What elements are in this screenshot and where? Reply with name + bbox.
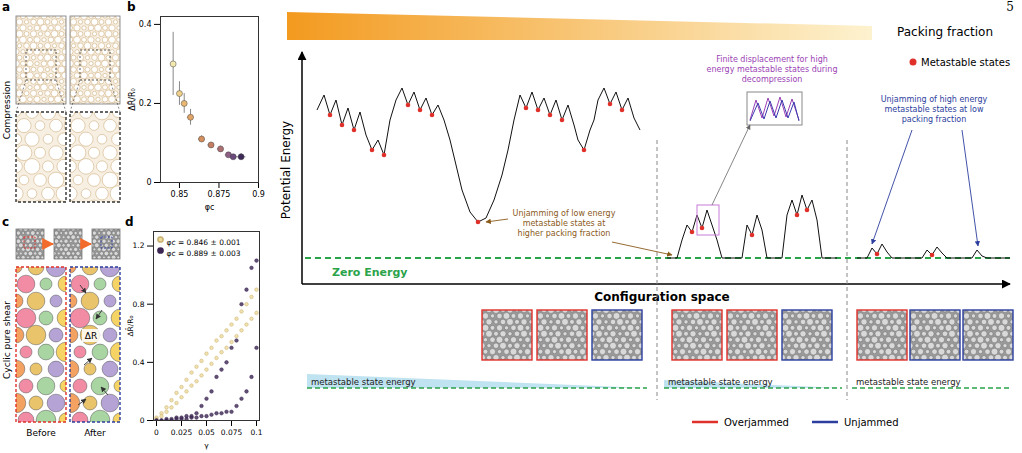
svg-text:Packing fraction: Packing fraction (897, 25, 993, 39)
svg-text:0.05: 0.05 (198, 428, 215, 437)
svg-text:Before: Before (26, 428, 56, 438)
svg-text:energy metastable states durin: energy metastable states during (707, 65, 838, 74)
svg-text:1.2: 1.2 (133, 241, 145, 250)
svg-text:0.8: 0.8 (133, 300, 145, 309)
svg-text:metastable state energy: metastable state energy (668, 377, 773, 387)
svg-text:metastable state energy: metastable state energy (856, 377, 961, 387)
svg-text:ΔR̄/R₀: ΔR̄/R₀ (127, 88, 137, 111)
svg-text:0.4: 0.4 (133, 358, 145, 367)
svg-text:0.025: 0.025 (171, 428, 193, 437)
svg-text:ΔR: ΔR (85, 331, 97, 341)
html-text:d: d (125, 215, 134, 229)
svg-text:φc = 0.846 ± 0.001: φc = 0.846 ± 0.001 (167, 238, 241, 247)
svg-text:ΔR̄/R₀: ΔR̄/R₀ (125, 315, 134, 336)
svg-text:Zero Energy: Zero Energy (332, 266, 408, 279)
svg-text:0.85: 0.85 (171, 190, 189, 199)
svg-text:Unjammed: Unjammed (844, 417, 899, 428)
svg-text:0.4: 0.4 (139, 20, 152, 29)
svg-text:0: 0 (146, 178, 151, 187)
svg-text:Cyclic pure shear: Cyclic pure shear (2, 301, 12, 379)
html-text:5: 5 (1006, 0, 1014, 14)
svg-text:0.1: 0.1 (251, 428, 263, 437)
svg-text:c: c (2, 215, 9, 229)
svg-text:0: 0 (154, 428, 159, 437)
svg-text:Metastable states: Metastable states (921, 57, 1010, 68)
svg-text:Compression: Compression (2, 81, 12, 139)
svg-text:packing fraction: packing fraction (902, 115, 967, 124)
svg-text:γ: γ (204, 441, 209, 450)
svg-text:Unjamming of high energy: Unjamming of high energy (881, 95, 988, 104)
svg-text:decompression: decompression (742, 75, 803, 84)
svg-text:Configuration space: Configuration space (594, 290, 730, 304)
svg-text:φc: φc (205, 203, 215, 212)
svg-text:φc = 0.889 ± 0.003: φc = 0.889 ± 0.003 (167, 249, 241, 258)
svg-text:metastable state energy: metastable state energy (311, 377, 416, 387)
svg-text:Unjamming of low energy: Unjamming of low energy (513, 209, 616, 218)
svg-text:After: After (84, 428, 106, 438)
svg-text:0.2: 0.2 (139, 99, 152, 108)
svg-text:0.075: 0.075 (221, 428, 243, 437)
svg-text:0.875: 0.875 (208, 190, 231, 199)
html-text:b: b (127, 0, 136, 14)
svg-text:Potential Energy: Potential Energy (279, 121, 293, 219)
svg-text:higher packing fraction: higher packing fraction (518, 229, 611, 238)
svg-text:Overjammed: Overjammed (724, 417, 789, 428)
svg-text:metastable states at low: metastable states at low (885, 105, 984, 114)
svg-text:metastable states at: metastable states at (523, 219, 606, 228)
svg-text:a: a (2, 0, 10, 14)
svg-text:Finite displacement for high: Finite displacement for high (716, 55, 828, 64)
svg-text:0.9: 0.9 (252, 190, 265, 199)
svg-text:0: 0 (140, 416, 145, 425)
